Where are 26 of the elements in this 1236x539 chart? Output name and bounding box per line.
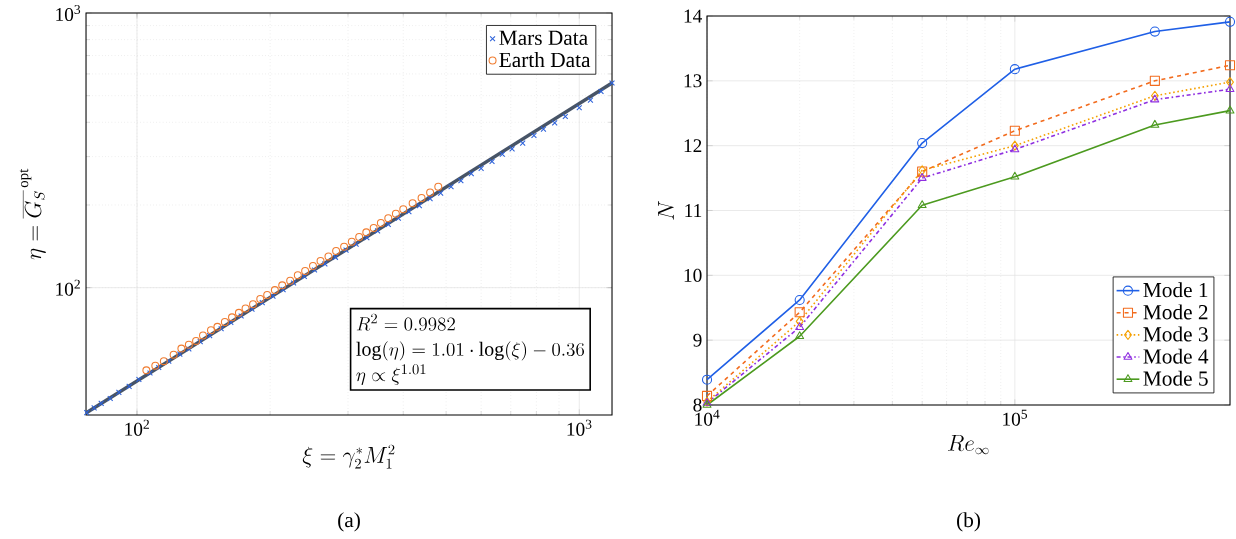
y-tick-label: 10: [684, 268, 702, 282]
y-tick-label: 14: [684, 9, 703, 23]
annotation: $\log(\eta) = 1.01\cdot\log(\xi) - 0.36$: [356, 341, 585, 361]
y-tick-label: 13: [684, 74, 702, 88]
x-tick-label: 10$^{5}$: [1003, 409, 1028, 426]
legend-label: Mars Data: [499, 30, 588, 45]
x-tick-label: 10$^{3}$: [567, 419, 592, 436]
legend-label: Mode 3: [1143, 326, 1208, 342]
annotation: $\eta \propto \xi^{1.01}$: [356, 364, 426, 386]
legend-label: Mode 1: [1143, 282, 1208, 298]
x-tick-label: 10$^{2}$: [125, 419, 149, 436]
legend-label: Mode 5: [1143, 370, 1208, 386]
legend-label: Mode 2: [1143, 304, 1208, 320]
y-axis-title: $\eta = \overline{G_S}^{\,\mathrm{opt}}$: [19, 168, 46, 260]
annotation: $R^2 = 0.9982$: [356, 313, 455, 331]
text: (b): [957, 512, 981, 532]
y-tick-label: 12: [684, 139, 702, 153]
y-tick-label: 11: [685, 204, 702, 217]
y-axis-title: $N$: [658, 200, 674, 220]
y-tick-label: 8: [693, 398, 702, 412]
x-axis-title: $Re_{\infty}$: [948, 434, 989, 455]
text: (a): [338, 512, 360, 532]
x-axis-title: $\xi = \gamma_2^{*} M_1^2$: [302, 444, 395, 469]
legend-label: Earth Data: [499, 52, 591, 68]
y-tick-label: 9: [693, 333, 702, 347]
legend-label: Mode 4: [1143, 348, 1209, 364]
